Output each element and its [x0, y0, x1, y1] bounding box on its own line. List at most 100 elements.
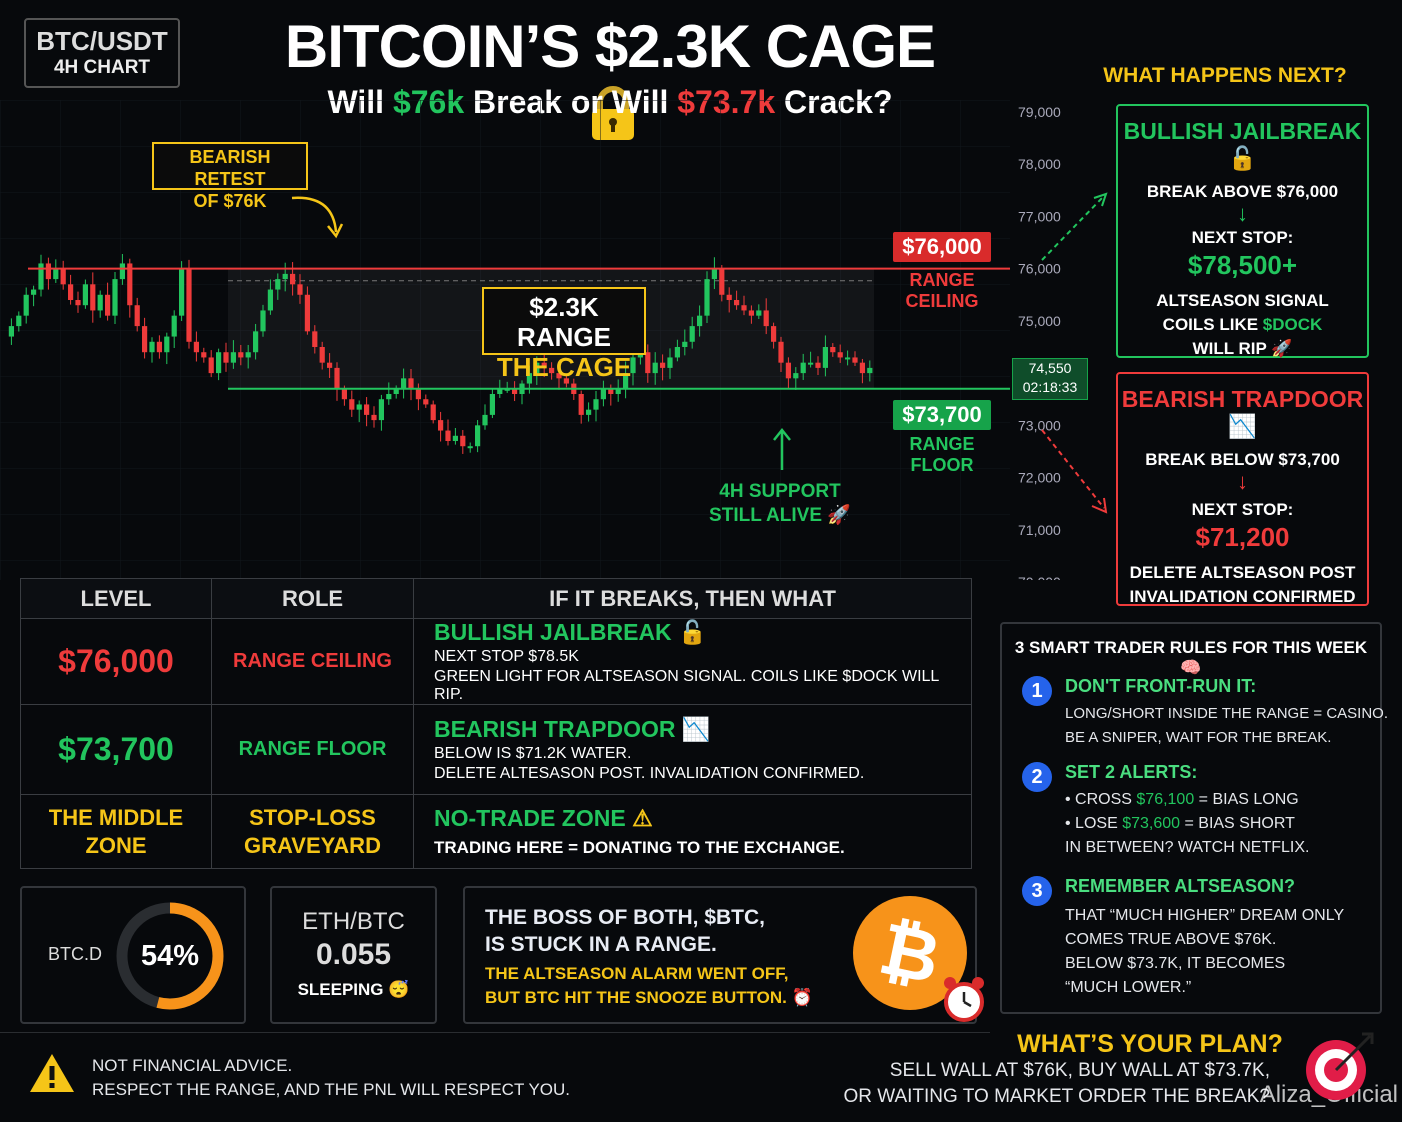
rule-title: SET 2 ALERTS: [1065, 762, 1198, 782]
scenario-arrows [1041, 192, 1108, 514]
bear-line: DELETE ALTSEASON POST [1129, 563, 1356, 582]
outcome-title: BEARISH TRAPDOOR [434, 716, 676, 742]
candle-body [245, 352, 251, 358]
candle-body [75, 300, 81, 306]
outcome-cell: BEARISH TRAPDOOR 📉 BELOW IS $71.2K WATER… [413, 704, 972, 795]
candle-body [82, 284, 88, 306]
candle-body [837, 352, 843, 358]
candle-body [660, 362, 666, 368]
plan-text: SELL WALL AT $76K, BUY WALL AT $73.7K, O… [820, 1058, 1270, 1110]
rule-line: “MUCH LOWER.” [1065, 979, 1192, 996]
candle-body [423, 399, 429, 405]
bull-title: BULLISH JAILBREAK [1123, 118, 1362, 144]
up-arrow-icon [773, 427, 791, 470]
level-cell: $73,700 [20, 704, 212, 795]
bitcoin-logo-icon: ₿ [853, 896, 967, 1010]
bull-line: WILL RIP [1192, 339, 1267, 358]
rule-number: 3 [1022, 876, 1052, 906]
unlock-icon: 🔓 [678, 619, 707, 645]
btc-dominance-card: BTC.D 54% [20, 886, 246, 1024]
outcome-line: DELETE ALTESASON POST. INVALIDATION CONF… [434, 765, 865, 782]
unlock-icon: 🔓 [1228, 145, 1257, 171]
support-note: 4H SUPPORT STILL ALIVE 🚀 [700, 480, 860, 528]
candle-body [719, 268, 725, 295]
candle-body [371, 414, 377, 421]
table-header: ROLE [211, 578, 414, 619]
candle-body [586, 409, 592, 415]
candle-body [549, 367, 555, 374]
candle-body [645, 352, 651, 374]
bull-line: ALTSEASON SIGNAL [1156, 291, 1329, 310]
rule-number: 1 [1022, 676, 1052, 706]
footer-divider [0, 1032, 990, 1033]
candle-body [793, 373, 799, 379]
outcome-line: TRADING HERE = DONATING TO THE EXCHANGE. [434, 838, 845, 857]
brain-icon: 🧠 [1180, 658, 1202, 677]
candle-body [282, 273, 288, 280]
timeframe-label: 4H CHART [53, 57, 151, 78]
level-cell: THE MIDDLE ZONE [20, 794, 212, 869]
alarm-clock-icon [944, 977, 984, 1022]
level-cell: $76,000 [20, 618, 212, 705]
boss-line: THE BOSS OF BOTH, $BTC, [485, 906, 766, 929]
down-arrow-icon: ↓ [1237, 469, 1248, 494]
y-tick-label: 78,000 [1018, 156, 1061, 172]
trapdoor-icon: 📉 [1228, 413, 1257, 439]
y-tick-label: 71,000 [1018, 522, 1061, 538]
rule-body: LONG/SHORT INSIDE THE RANGE = CASINO. BE… [1065, 702, 1395, 750]
target-icon [1306, 1032, 1374, 1100]
candle-body [482, 414, 488, 426]
candle-body [16, 315, 22, 327]
candle-body [319, 347, 325, 363]
candle-body [630, 357, 636, 374]
candle-body [785, 362, 791, 379]
boss-card: THE BOSS OF BOTH, $BTC, IS STUCK IN A RA… [463, 886, 984, 1024]
plan-line: SELL WALL AT $76K, BUY WALL AT $73.7K, [889, 1060, 1270, 1081]
btcd-value: 54% [140, 940, 200, 972]
table-header: LEVEL [20, 578, 212, 619]
pair-label: BTC/USDT [36, 26, 168, 56]
rule-body: • CROSS $76,100 = BIAS LONG • LOSE $73,6… [1065, 788, 1395, 860]
trapdoor-icon: 📉 [681, 716, 711, 742]
bear-title: BEARISH TRAPDOOR [1121, 386, 1364, 412]
rule-1: 1 DON'T FRONT-RUN IT: LONG/SHORT INSIDE … [1022, 676, 1388, 746]
floor-tag: $73,700 [893, 400, 991, 430]
candle-body [608, 388, 614, 394]
candle-body [578, 394, 584, 415]
candle-body [290, 273, 296, 285]
candle-body [23, 294, 29, 316]
candle-body [808, 362, 814, 365]
dock-ticker: $DOCK [1262, 315, 1323, 334]
rules-heading: 3 SMART TRADER RULES FOR THIS WEEK [1014, 638, 1368, 657]
candle-body [267, 289, 273, 311]
bear-line: INVALIDATION CONFIRMED [1129, 587, 1356, 606]
candle-body [711, 268, 717, 280]
candle-body [748, 310, 754, 316]
candle-body [8, 326, 14, 337]
disclaimer-line: RESPECT THE RANGE, AND THE PNL WILL RESP… [92, 1080, 571, 1099]
candle-body [378, 399, 384, 421]
candle-body [142, 326, 148, 353]
candle-body [164, 336, 170, 353]
alert-price: $76,100 [1136, 791, 1195, 808]
candle-body [489, 394, 495, 415]
bull-line: NEXT STOP: [1191, 228, 1294, 247]
bull-line: COILS LIKE [1162, 315, 1263, 334]
outcome-cell: BULLISH JAILBREAK 🔓 NEXT STOP $78.5K GRE… [413, 618, 972, 705]
callout-line: BEARISH RETEST [189, 147, 271, 189]
ceiling-label: RANGE CEILING [905, 270, 979, 311]
rule-line: IN BETWEEN? WATCH NETFLIX. [1065, 839, 1310, 856]
role-line: STOP-LOSS [249, 804, 376, 830]
rule-line: = BIAS SHORT [1180, 815, 1295, 832]
table-row: $76,000 RANGE CEILING BULLISH JAILBREAK … [20, 618, 972, 705]
candle-body [815, 362, 821, 368]
candle-body [689, 326, 695, 342]
support-line: 4H SUPPORT [719, 481, 841, 502]
title-text: BITCOIN’S $2.3K CAGE [284, 13, 936, 80]
role-cell: RANGE FLOOR [211, 704, 414, 795]
y-tick-label: 75,000 [1018, 313, 1061, 329]
outcome-line: NEXT STOP $78.5K [434, 648, 579, 665]
candle-body [763, 310, 769, 327]
next-heading: WHAT HAPPENS NEXT? [1103, 64, 1347, 87]
candle-body [38, 263, 44, 290]
